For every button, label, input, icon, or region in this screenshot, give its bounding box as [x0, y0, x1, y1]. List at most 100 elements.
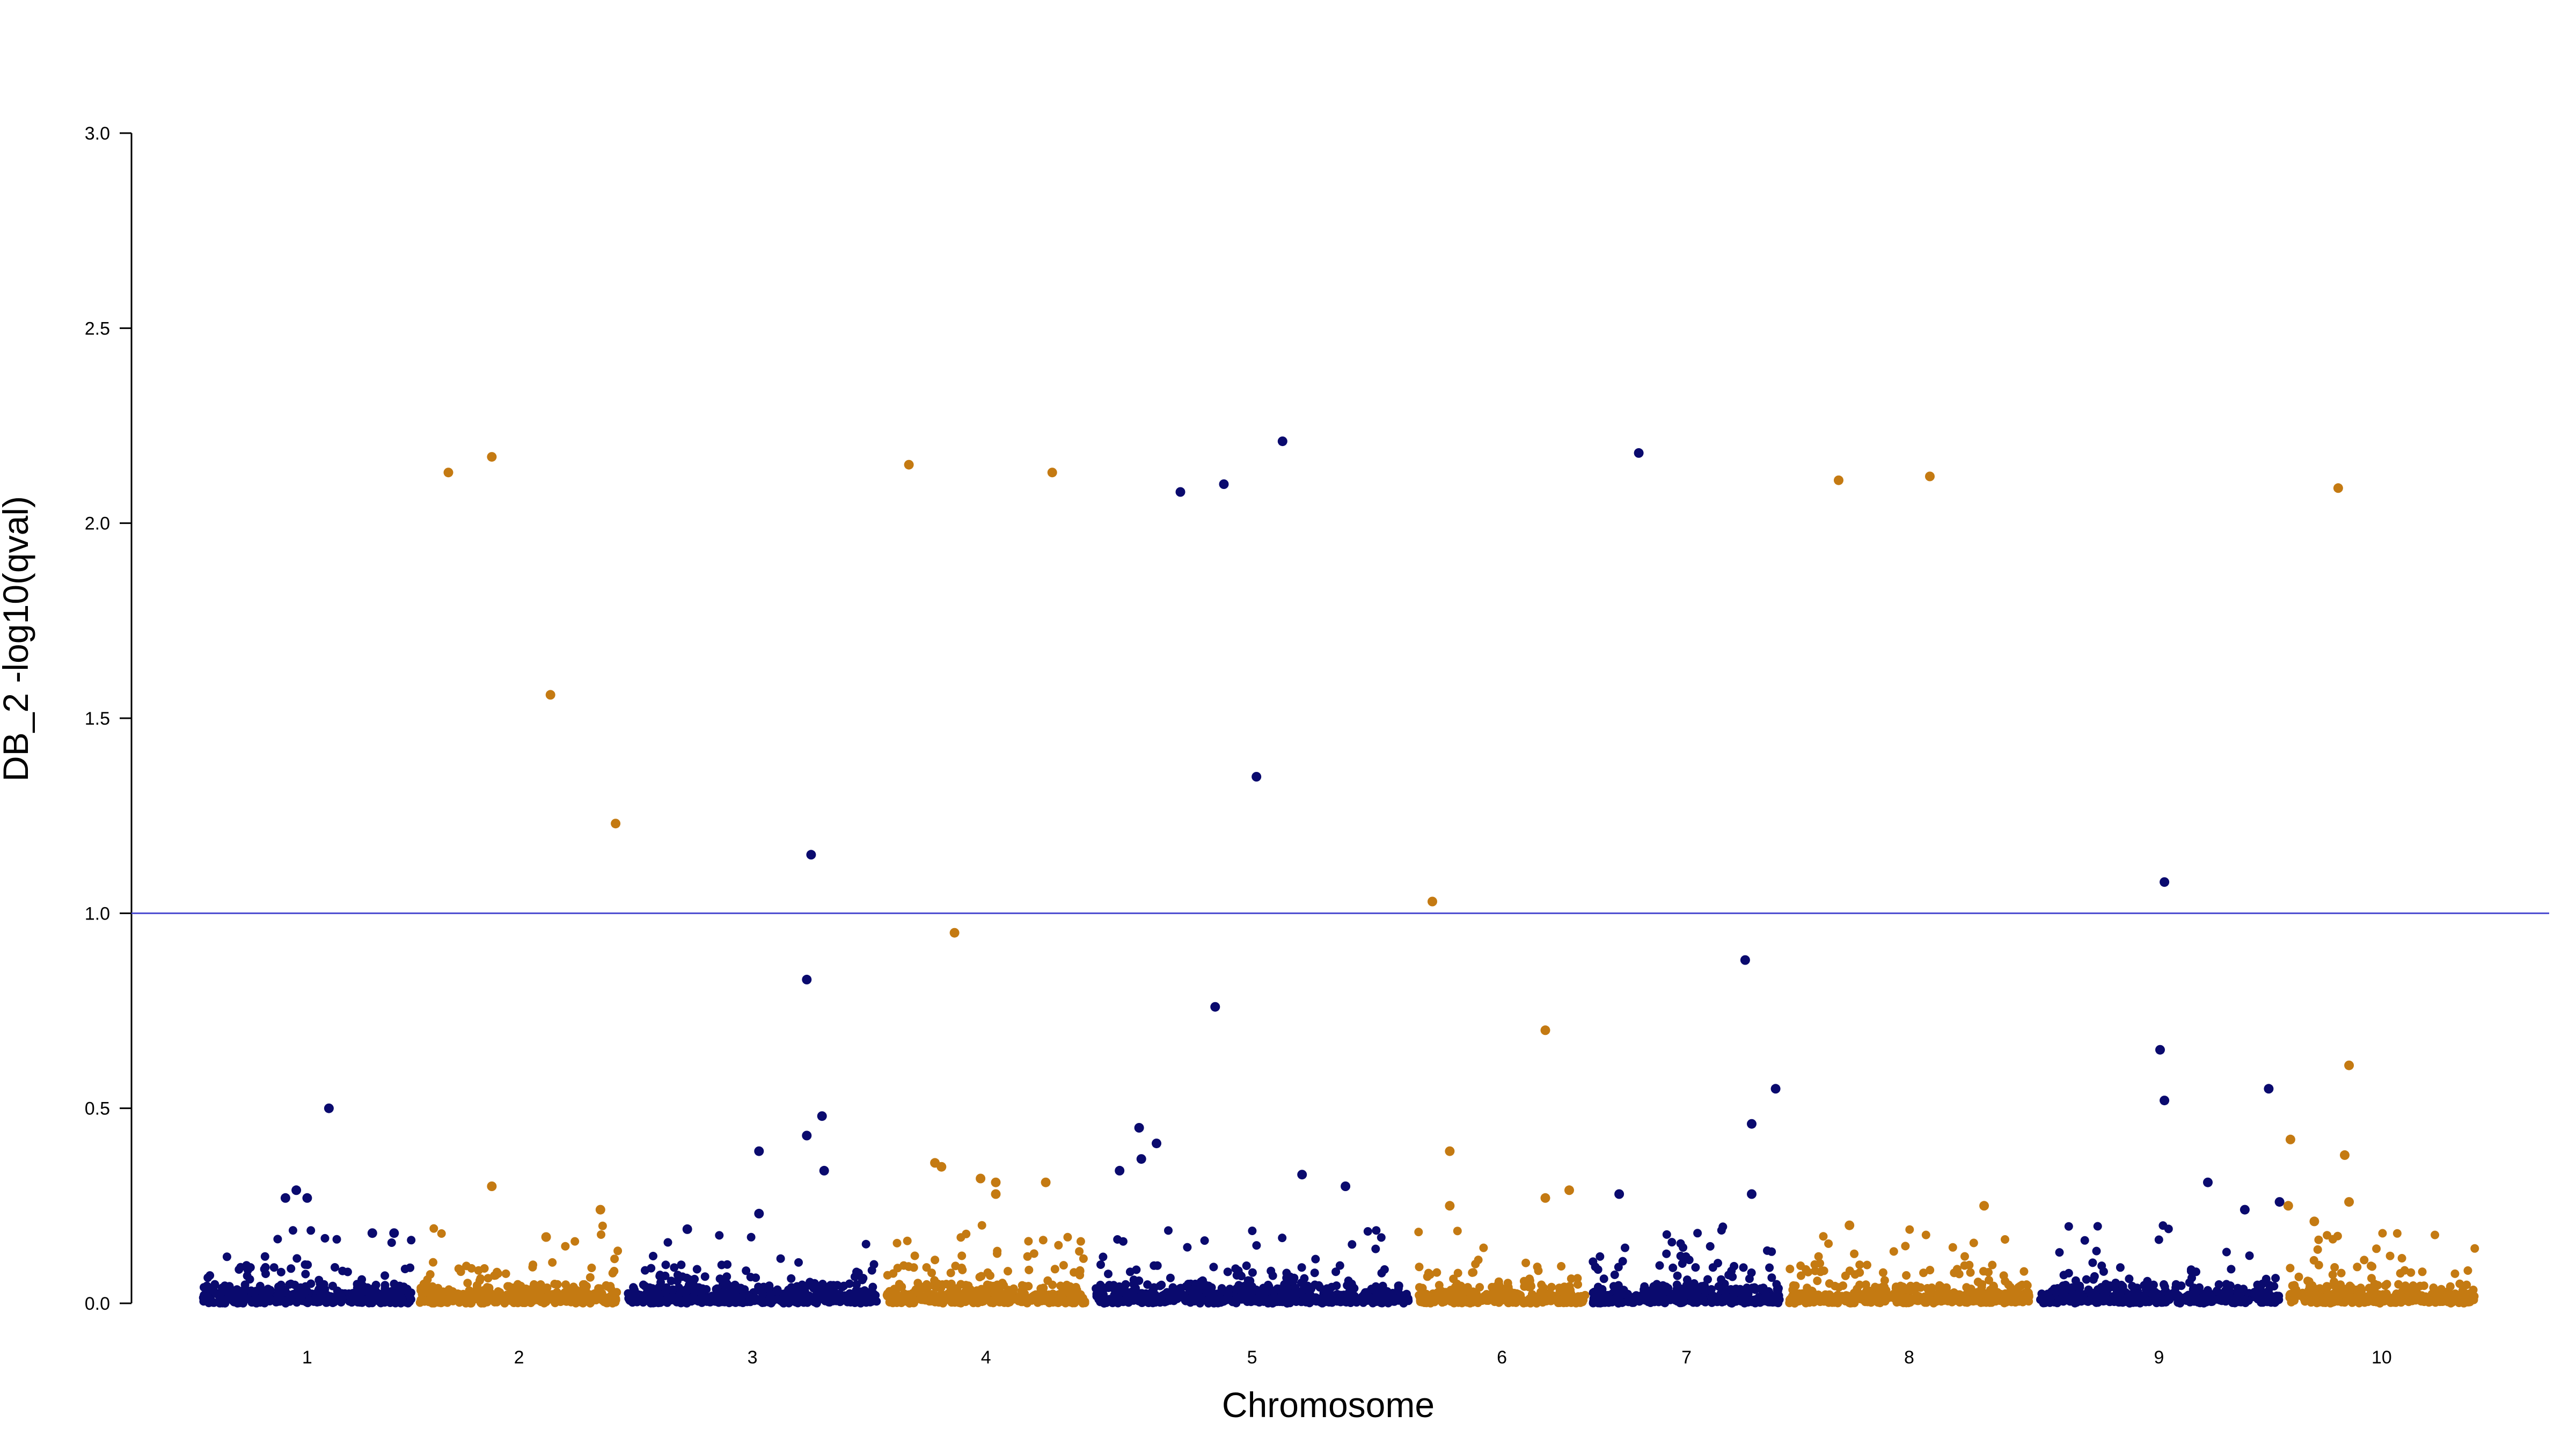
data-point: [1889, 1247, 1898, 1256]
data-point: [670, 1263, 679, 1272]
data-point: [1103, 1296, 1113, 1305]
data-point: [508, 1283, 517, 1292]
data-point: [1076, 1237, 1085, 1246]
data-point: [387, 1238, 396, 1247]
data-point: [1921, 1230, 1930, 1239]
data-point: [2064, 1268, 2073, 1278]
data-point: [1137, 1289, 1146, 1298]
data-point: [331, 1263, 339, 1272]
data-point: [677, 1260, 686, 1269]
data-point: [1534, 1266, 1543, 1275]
data-point: [2353, 1263, 2362, 1272]
data-point: [971, 1297, 980, 1306]
data-point: [389, 1228, 399, 1238]
data-point: [834, 1290, 843, 1300]
data-point: [1397, 1293, 1406, 1302]
data-point: [2262, 1274, 2271, 1283]
data-point: [1599, 1274, 1608, 1283]
data-point: [1011, 1294, 1020, 1303]
data-point: [1564, 1185, 1574, 1195]
data-point: [553, 1280, 562, 1289]
x-tick-label: 5: [1247, 1347, 1257, 1368]
data-point: [2450, 1269, 2460, 1278]
data-point: [2222, 1280, 2231, 1289]
data-point: [220, 1281, 229, 1290]
data-point: [2367, 1274, 2376, 1283]
data-point: [889, 1269, 898, 1278]
data-point: [260, 1298, 269, 1308]
data-point: [2116, 1289, 2125, 1298]
data-point: [1863, 1295, 1872, 1304]
data-point: [1457, 1281, 1466, 1290]
data-point: [933, 1279, 942, 1288]
data-point: [2285, 1134, 2295, 1144]
data-point: [1188, 1294, 1197, 1303]
data-point: [2116, 1297, 2125, 1307]
data-point: [1614, 1189, 1624, 1199]
data-point: [647, 1264, 656, 1273]
data-point: [1152, 1139, 1161, 1149]
x-tick-label: 3: [748, 1347, 758, 1368]
data-point: [1942, 1289, 1951, 1298]
data-point: [692, 1265, 701, 1274]
data-point: [1824, 1239, 1833, 1248]
axes-layer: 0.00.51.01.52.02.53.01 2 3 4 5 6 7 8 9 10: [85, 123, 2392, 1368]
data-point: [2245, 1251, 2254, 1260]
data-point: [1327, 1282, 1336, 1292]
data-point: [1770, 1293, 1779, 1302]
data-point: [809, 1282, 818, 1292]
data-point: [784, 1286, 793, 1294]
data-point: [1068, 1298, 1077, 1308]
data-point: [1649, 1282, 1658, 1291]
data-point: [469, 1293, 478, 1302]
data-point: [946, 1283, 955, 1293]
data-point: [2463, 1266, 2472, 1275]
data-point: [1739, 1263, 1748, 1272]
data-point: [2408, 1294, 2417, 1303]
data-point: [1750, 1283, 1759, 1292]
data-point: [1004, 1267, 1012, 1276]
x-tick-label: 9: [2154, 1347, 2164, 1368]
data-point: [561, 1280, 570, 1289]
data-point: [292, 1298, 302, 1307]
data-point: [715, 1231, 724, 1240]
data-point: [1803, 1297, 1812, 1307]
data-point: [754, 1208, 764, 1218]
data-point: [494, 1293, 503, 1302]
data-point: [2340, 1150, 2350, 1160]
data-point: [751, 1273, 760, 1282]
data-point: [314, 1294, 323, 1303]
data-point: [1589, 1298, 1598, 1308]
data-point: [1105, 1281, 1114, 1290]
data-point: [1445, 1201, 1455, 1211]
data-point: [1372, 1290, 1381, 1299]
data-point: [1640, 1282, 1649, 1291]
data-point: [2458, 1297, 2467, 1307]
data-point: [776, 1254, 785, 1263]
data-point: [1759, 1285, 1768, 1294]
data-point: [1816, 1259, 1825, 1268]
data-point: [649, 1252, 657, 1260]
data-point: [320, 1234, 330, 1243]
data-point: [2080, 1236, 2089, 1245]
data-point: [543, 1283, 552, 1292]
x-tick-label: 10: [2372, 1347, 2392, 1368]
data-point: [608, 1268, 617, 1278]
data-point: [1979, 1267, 1988, 1276]
data-point: [1448, 1292, 1457, 1301]
data-point: [2311, 1290, 2320, 1300]
data-point: [1796, 1271, 1805, 1280]
data-point: [941, 1294, 950, 1303]
data-point: [2381, 1281, 2390, 1290]
data-point: [690, 1295, 699, 1304]
data-point: [1878, 1268, 1887, 1277]
data-point: [1134, 1123, 1144, 1133]
data-point: [2241, 1295, 2250, 1304]
data-point: [501, 1269, 510, 1278]
data-point: [779, 1298, 788, 1308]
data-point: [1740, 955, 1750, 965]
data-point: [1453, 1227, 1462, 1236]
data-point: [1499, 1290, 1508, 1300]
data-point: [1615, 1294, 1624, 1303]
data-point: [288, 1226, 297, 1235]
